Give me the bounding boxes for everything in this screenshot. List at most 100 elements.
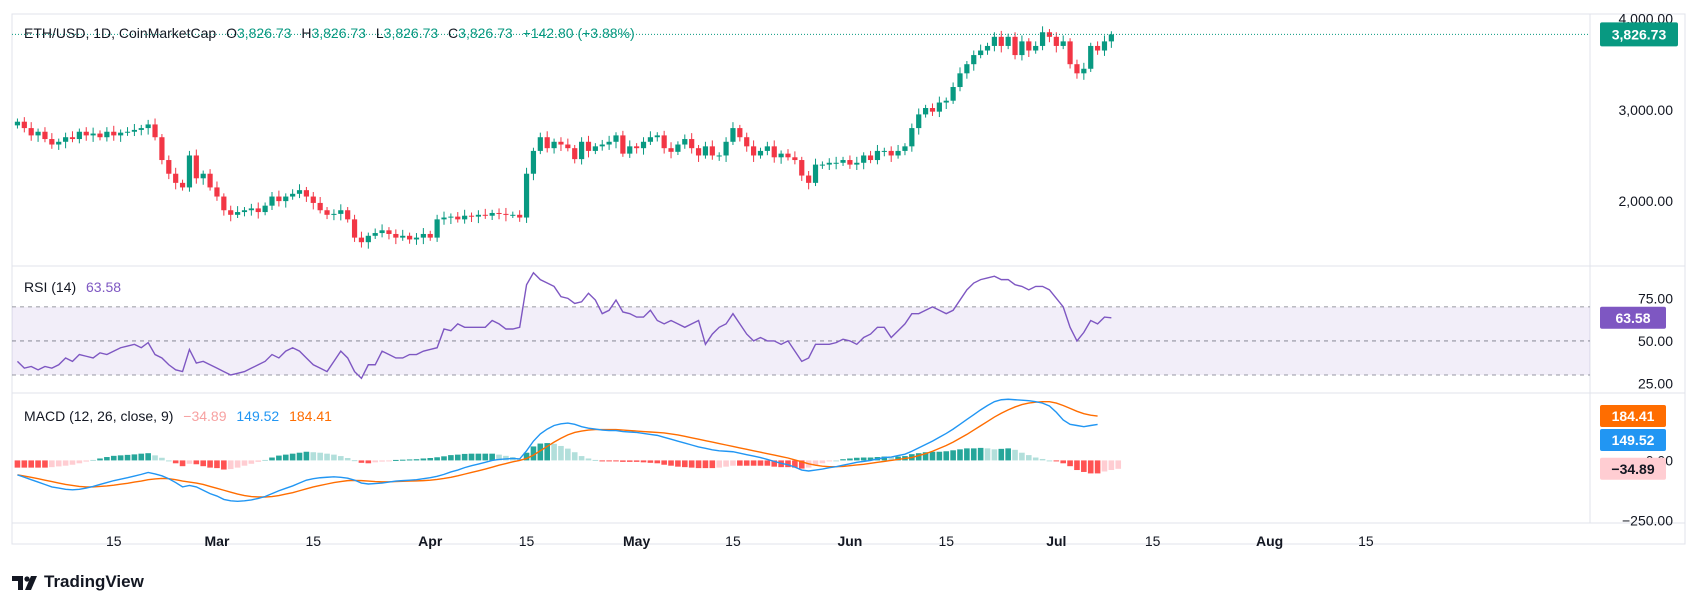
candle-body	[296, 190, 303, 194]
macd-histogram-bar	[303, 451, 310, 461]
macd-histogram-bar	[1026, 455, 1032, 461]
candle-body	[585, 141, 592, 151]
macd-histogram-bar	[585, 458, 592, 461]
candle-body	[489, 212, 495, 216]
candle-body	[462, 215, 468, 220]
candle-body	[358, 237, 365, 243]
candle-body	[393, 233, 399, 238]
macd-histogram-bar	[69, 460, 76, 465]
candle-body	[448, 216, 454, 218]
candle-body	[544, 137, 550, 149]
candle-body	[1074, 64, 1080, 74]
macd-histogram-bar	[840, 459, 846, 461]
candle-body	[517, 214, 523, 218]
macd-histogram-bar	[675, 460, 681, 467]
macd-histogram-bar	[764, 460, 771, 466]
macd-histogram-bar	[1012, 449, 1018, 461]
rsi-value: 63.58	[86, 279, 122, 295]
candle-body	[441, 217, 447, 220]
candle-body	[689, 139, 695, 149]
candle-body	[310, 196, 316, 203]
macd-histogram-bar	[62, 460, 69, 466]
x-tick-label: 15	[305, 533, 321, 549]
macd-histogram-bar	[1094, 460, 1101, 474]
candle-body	[413, 237, 420, 240]
candle-body	[537, 137, 543, 151]
candle-body	[785, 153, 791, 158]
macd-histogram-bar	[138, 453, 145, 461]
macd-histogram-bar	[757, 460, 764, 466]
macd-histogram-bar	[647, 460, 654, 463]
x-tick-label: Apr	[418, 533, 443, 549]
open-value: 3,826.73	[236, 25, 292, 41]
macd-histogram-bar	[915, 453, 922, 461]
macd-histogram-bar	[537, 443, 544, 461]
macd-histogram-bar	[324, 453, 330, 461]
candle-body	[90, 133, 96, 136]
candle-body	[207, 173, 213, 188]
macd-histogram-bar	[351, 460, 358, 462]
macd-hist-badge-label: −34.89	[1611, 461, 1654, 477]
candle-body	[978, 50, 984, 56]
candle-body	[888, 150, 894, 156]
candle-body	[468, 215, 475, 217]
macd-histogram-bar	[83, 460, 90, 462]
macd-histogram-bar	[998, 448, 1005, 461]
candle-body	[716, 155, 722, 157]
candle-body	[771, 146, 777, 158]
tradingview-branding[interactable]: TradingView	[12, 572, 144, 592]
macd-histogram-bar	[854, 457, 860, 461]
candle-body	[1033, 45, 1039, 51]
candle-body	[1039, 32, 1046, 46]
macd-histogram-bar	[104, 457, 110, 461]
macd-histogram-bar	[592, 459, 599, 461]
candle-body	[434, 219, 440, 238]
macd-histogram-bar	[448, 455, 454, 461]
candle-body	[152, 124, 158, 138]
macd-hist-badge	[1600, 457, 1666, 480]
macd-histogram-bar	[792, 460, 798, 468]
candle-body	[675, 144, 681, 152]
x-tick-label: 15	[938, 533, 954, 549]
candle-body	[379, 230, 385, 234]
macd-histogram-bar	[468, 453, 475, 461]
candle-body	[757, 150, 764, 156]
candle-body	[950, 87, 956, 101]
candle-body	[737, 128, 743, 138]
macd-histogram-bar	[599, 460, 606, 462]
x-tick-label: Mar	[205, 533, 230, 549]
macd-histogram-bar	[76, 460, 83, 464]
candle-body	[331, 213, 337, 215]
ohlc-close: C3,826.73	[448, 25, 513, 41]
candle-body	[35, 131, 41, 136]
macd-histogram-bar	[338, 456, 344, 461]
candle-body	[255, 208, 261, 213]
macd-histogram-bar	[895, 456, 901, 461]
macd-histogram-bar	[785, 460, 791, 468]
candle-body	[964, 64, 970, 74]
macd-histogram-bar	[1005, 448, 1011, 461]
candle-body	[764, 146, 770, 151]
macd-histogram-bar	[626, 460, 633, 462]
candle-body	[916, 114, 922, 129]
candle-body	[709, 146, 715, 156]
macd-line-badge	[1600, 429, 1666, 452]
rsi-line	[16, 271, 1112, 380]
candle-body	[1067, 41, 1073, 65]
candle-body	[634, 146, 640, 149]
macd-histogram-bar	[489, 453, 495, 461]
macd-histogram-bar	[1067, 460, 1073, 467]
macd-histogram-bar	[35, 460, 41, 468]
macd-histogram-bar	[1053, 460, 1060, 462]
rsi-value-badge-label: 63.58	[1615, 310, 1650, 326]
candle-body	[874, 150, 881, 161]
candle-body	[957, 73, 963, 88]
macd-histogram-bar	[42, 460, 48, 468]
candle-body	[565, 144, 571, 149]
macd-histogram-bar	[317, 452, 323, 461]
price-tick-label: 3,000.00	[1619, 102, 1674, 118]
candle-body	[510, 214, 516, 216]
candle-body	[131, 129, 137, 132]
candle-body	[276, 196, 282, 202]
macd-signal-badge-label: 184.41	[1612, 408, 1655, 424]
